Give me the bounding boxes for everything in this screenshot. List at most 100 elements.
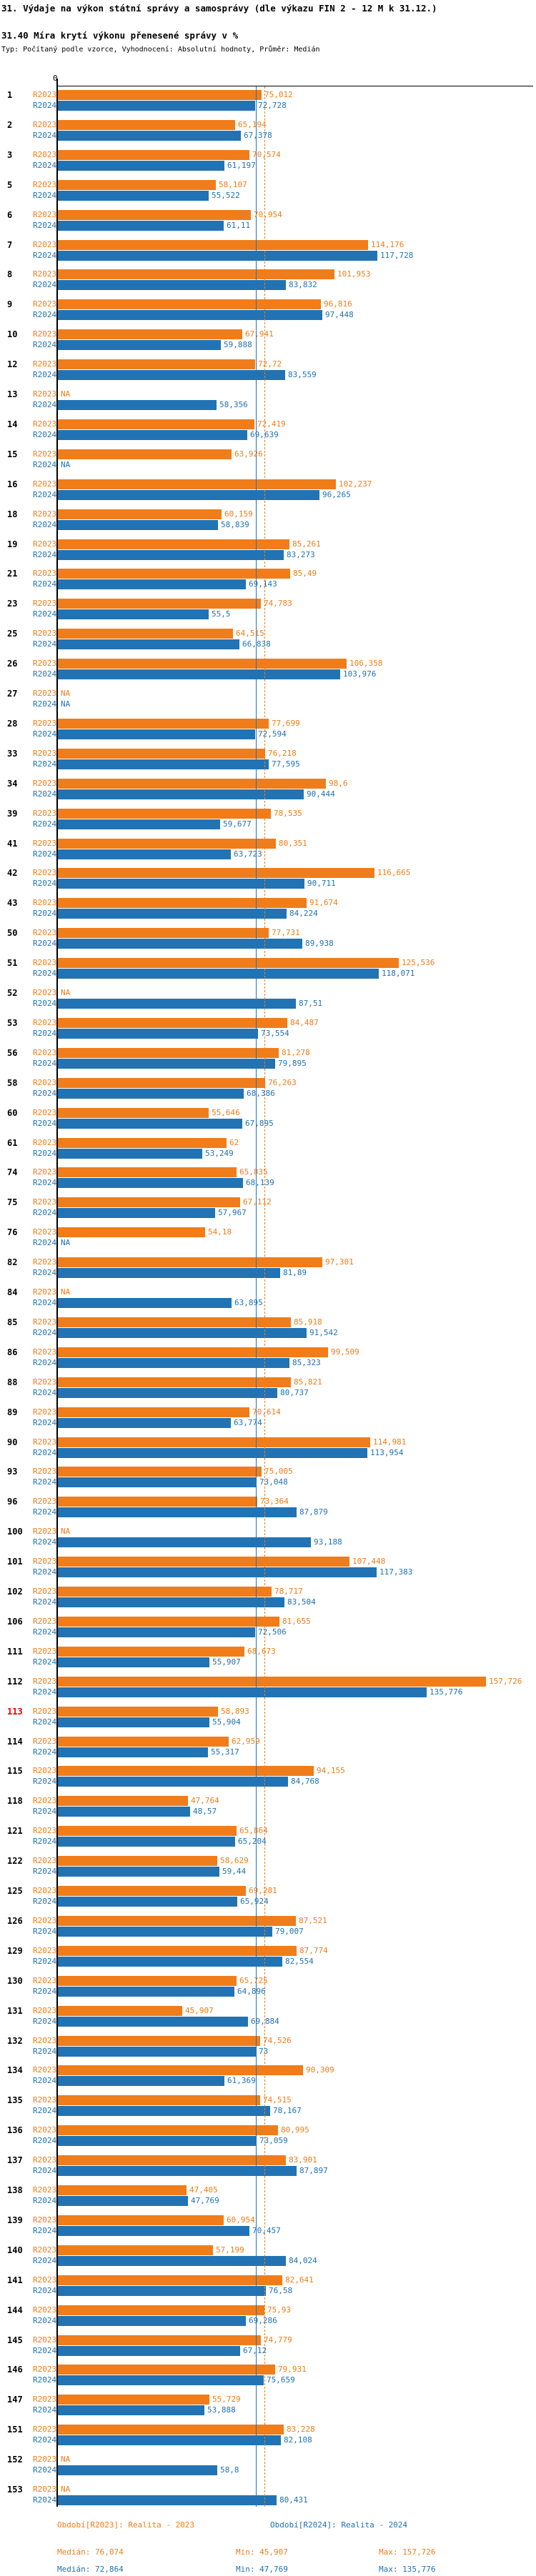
bar-r2024 (58, 220, 224, 231)
series-label-r2023: R2023 (33, 2155, 57, 2165)
bar-r2024 (58, 1717, 209, 1727)
bar-r2024 (58, 370, 285, 381)
row-id-label: 15 (7, 449, 18, 459)
bar-value-label-r2023: 64,515 (236, 629, 264, 639)
series-label-r2024: R2024 (33, 1387, 57, 1397)
bar-r2023 (58, 539, 289, 549)
bar-r2024 (58, 1897, 237, 1907)
series-label-r2023: R2023 (33, 838, 57, 848)
series-label-r2023: R2023 (33, 718, 57, 728)
bar-value-label-r2023: 125,536 (402, 958, 435, 968)
bar-r2024 (58, 2016, 248, 2027)
row-id-label: 56 (7, 1047, 18, 1058)
bar-value-label-r2023: 67,941 (245, 329, 274, 339)
bar-r2024 (58, 939, 302, 949)
series-label-r2023: R2023 (33, 2395, 57, 2405)
row-id-label: 144 (7, 2305, 23, 2315)
series-label-r2024: R2024 (33, 2166, 57, 2176)
bar-r2023 (58, 149, 249, 160)
bar-r2024 (58, 999, 296, 1009)
bar-r2023 (58, 629, 233, 639)
bar-value-label-r2024: 83,504 (287, 1597, 316, 1607)
bar-value-label-r2023: 99,509 (331, 1347, 359, 1357)
bar-r2024 (58, 789, 304, 799)
series-label-r2024: R2024 (33, 1507, 57, 1517)
bar-r2024 (58, 1088, 244, 1099)
bar-value-label-r2024: 48,57 (193, 1807, 217, 1817)
bar-value-label-r2024: 87,51 (299, 999, 323, 1008)
series-label-r2023: R2023 (33, 389, 57, 399)
series-label-r2024: R2024 (33, 459, 57, 469)
bar-r2023 (58, 2275, 282, 2285)
series-label-r2024: R2024 (33, 310, 57, 320)
bar-value-label-r2024: 63,723 (234, 849, 262, 859)
series-label-r2024: R2024 (33, 2375, 57, 2385)
bar-r2023 (58, 599, 261, 609)
bar-value-label-r2023: 91,674 (309, 898, 338, 908)
bar-value-label-r2023: NA (61, 389, 71, 399)
series-label-r2023: R2023 (33, 449, 57, 459)
series-label-r2024: R2024 (33, 190, 57, 200)
bar-r2024 (58, 1447, 367, 1458)
bar-r2023 (58, 1347, 328, 1357)
row-id-label: 58 (7, 1077, 18, 1088)
row-id-label: 114 (7, 1736, 23, 1747)
median-line-r2024 (255, 86, 257, 2507)
bar-r2023 (58, 1975, 237, 1986)
series-label-r2023: R2023 (33, 1975, 57, 1985)
bar-r2024 (58, 909, 287, 919)
bar-r2023 (58, 2005, 182, 2016)
series-label-r2024: R2024 (33, 130, 57, 140)
row-id-label: 28 (7, 718, 18, 729)
bar-r2024 (58, 2315, 246, 2326)
bar-r2024 (58, 1298, 232, 1308)
bar-r2024 (58, 1597, 284, 1607)
bar-value-label-r2024: 73,059 (259, 2136, 288, 2146)
bar-value-label-r2024: 67,12 (243, 2345, 267, 2355)
series-label-r2023: R2023 (33, 1497, 57, 1507)
series-label-r2024: R2024 (33, 2046, 57, 2056)
bar-value-label-r2023: 74,526 (263, 2035, 292, 2045)
bar-value-label-r2023: 79,931 (278, 2365, 307, 2375)
series-label-r2023: R2023 (33, 1077, 57, 1087)
bar-value-label-r2024: 69,639 (250, 429, 279, 439)
bar-value-label-r2023: 68,673 (247, 1646, 276, 1656)
bar-value-label-r2024: 67,378 (244, 130, 272, 140)
series-label-r2024: R2024 (33, 1807, 57, 1817)
bar-value-label-r2023: 114,176 (371, 239, 405, 249)
series-label-r2023: R2023 (33, 778, 57, 788)
bar-value-label-r2024: 57,967 (218, 1208, 247, 1218)
bar-r2023 (58, 2365, 275, 2375)
bar-value-label-r2024: 55,907 (212, 1657, 241, 1667)
series-label-r2023: R2023 (33, 1047, 57, 1057)
bar-r2024 (58, 250, 377, 261)
bar-value-label-r2023: 58,893 (221, 1706, 249, 1716)
bar-r2024 (58, 489, 319, 500)
series-label-r2024: R2024 (33, 220, 57, 230)
indicator-title: 31.40 Míra krytí výkonu přenesené správy… (1, 30, 239, 41)
bar-value-label-r2024: 85,323 (292, 1357, 321, 1367)
series-label-r2024: R2024 (33, 489, 57, 499)
series-label-r2024: R2024 (33, 849, 57, 859)
series-label-r2024: R2024 (33, 2136, 57, 2146)
series-label-r2023: R2023 (33, 2095, 57, 2105)
bar-value-label-r2024: 93,188 (314, 1537, 342, 1547)
row-id-label: 27 (7, 689, 18, 699)
bar-value-label-r2023: 78,535 (274, 808, 302, 818)
series-label-r2024: R2024 (33, 1897, 57, 1906)
bar-value-label-r2024: NA (61, 459, 71, 469)
series-label-r2024: R2024 (33, 999, 57, 1008)
row-id-label: 101 (7, 1557, 23, 1567)
row-id-label: 6 (7, 209, 13, 220)
bar-r2023 (58, 1856, 217, 1867)
series-label-r2024: R2024 (33, 2196, 57, 2205)
series-label-r2023: R2023 (33, 209, 57, 219)
bar-r2024 (58, 1477, 257, 1488)
series-label-r2024: R2024 (33, 340, 57, 350)
bar-r2024 (58, 190, 209, 201)
row-id-label: 93 (7, 1467, 18, 1477)
series-label-r2024: R2024 (33, 2255, 57, 2265)
bar-value-label-r2024: 63,774 (234, 1417, 262, 1427)
bar-value-label-r2024: 72,594 (258, 729, 287, 739)
bar-value-label-r2023: 69,281 (249, 1886, 277, 1895)
